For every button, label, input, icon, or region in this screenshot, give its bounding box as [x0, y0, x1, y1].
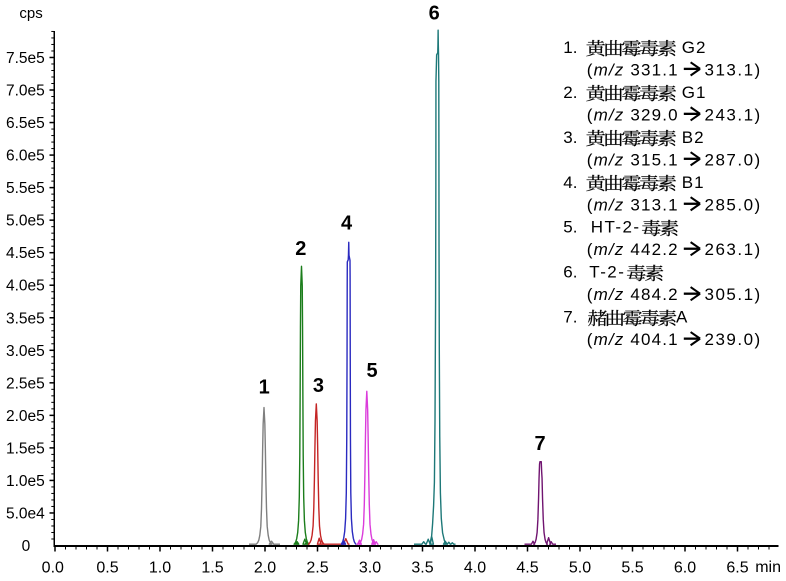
svg-text:5.5e5: 5.5e5 [6, 180, 45, 197]
svg-text:5.5: 5.5 [621, 559, 643, 576]
svg-text:305.1): 305.1) [705, 285, 762, 304]
svg-text:1.0e5: 1.0e5 [6, 473, 45, 490]
svg-text:263.1): 263.1) [705, 240, 762, 259]
svg-text:cps: cps [19, 5, 42, 22]
svg-text:5.0: 5.0 [569, 559, 591, 576]
svg-text:HT-2-: HT-2- [591, 218, 641, 237]
svg-text:1.5e5: 1.5e5 [6, 440, 45, 457]
svg-text:(m/z 313.1: (m/z 313.1 [587, 195, 679, 214]
svg-text:5.0e5: 5.0e5 [6, 213, 45, 230]
svg-text:243.1): 243.1) [705, 105, 762, 124]
svg-text:1: 1 [259, 376, 270, 398]
svg-text:7: 7 [534, 433, 545, 455]
svg-text:4.5: 4.5 [516, 559, 538, 576]
svg-text:6.: 6. [563, 263, 577, 282]
svg-text:0.5: 0.5 [96, 559, 118, 576]
svg-text:B2: B2 [682, 128, 705, 147]
svg-text:0: 0 [22, 538, 31, 555]
svg-text:3.5e5: 3.5e5 [6, 310, 45, 327]
svg-text:4.0: 4.0 [464, 559, 486, 576]
svg-text:2.0e5: 2.0e5 [6, 408, 45, 425]
svg-text:(m/z 484.2: (m/z 484.2 [587, 285, 679, 304]
svg-text:6.0e5: 6.0e5 [6, 148, 45, 165]
svg-text:min: min [755, 559, 781, 576]
svg-text:7.0e5: 7.0e5 [6, 83, 45, 100]
svg-text:4: 4 [341, 212, 353, 234]
svg-text:(m/z 404.1: (m/z 404.1 [587, 330, 679, 349]
svg-text:7.: 7. [563, 308, 577, 327]
svg-text:2.0: 2.0 [254, 559, 276, 576]
svg-text:287.0): 287.0) [705, 150, 762, 169]
svg-text:3.0: 3.0 [359, 559, 381, 576]
svg-text:6: 6 [429, 3, 440, 25]
svg-text:G2: G2 [682, 38, 707, 57]
svg-text:2.5: 2.5 [306, 559, 328, 576]
svg-text:4.: 4. [563, 173, 577, 192]
svg-text:4.0e5: 4.0e5 [6, 278, 45, 295]
svg-text:1.0: 1.0 [149, 559, 171, 576]
svg-text:5.: 5. [563, 218, 577, 237]
svg-text:T-2-: T-2- [589, 263, 625, 282]
svg-text:2.: 2. [563, 83, 577, 102]
svg-text:7.5e5: 7.5e5 [6, 50, 45, 67]
svg-text:2: 2 [295, 238, 306, 260]
svg-text:G1: G1 [682, 83, 707, 102]
svg-text:3.: 3. [563, 128, 577, 147]
svg-text:(m/z 315.1: (m/z 315.1 [587, 150, 679, 169]
svg-text:5: 5 [366, 360, 377, 382]
svg-text:3: 3 [313, 375, 324, 397]
svg-text:(m/z 442.2: (m/z 442.2 [587, 240, 679, 259]
svg-text:285.0): 285.0) [705, 195, 762, 214]
svg-text:239.0): 239.0) [705, 330, 762, 349]
svg-text:A: A [676, 308, 688, 327]
svg-text:0.0: 0.0 [42, 559, 64, 576]
svg-text:(m/z 331.1: (m/z 331.1 [587, 60, 679, 79]
svg-text:1.5: 1.5 [201, 559, 223, 576]
svg-text:(m/z 329.0: (m/z 329.0 [587, 105, 679, 124]
svg-text:2.5e5: 2.5e5 [6, 375, 45, 392]
svg-text:6.5: 6.5 [726, 559, 748, 576]
svg-text:6.5e5: 6.5e5 [6, 115, 45, 132]
svg-text:3.0e5: 3.0e5 [6, 343, 45, 360]
svg-text:5.0e4: 5.0e4 [6, 505, 45, 522]
svg-text:6.0: 6.0 [674, 559, 696, 576]
svg-text:1.: 1. [563, 38, 577, 57]
svg-text:313.1): 313.1) [705, 60, 762, 79]
svg-text:4.5e5: 4.5e5 [6, 245, 45, 262]
svg-text:3.5: 3.5 [411, 559, 433, 576]
svg-text:B1: B1 [682, 173, 705, 192]
